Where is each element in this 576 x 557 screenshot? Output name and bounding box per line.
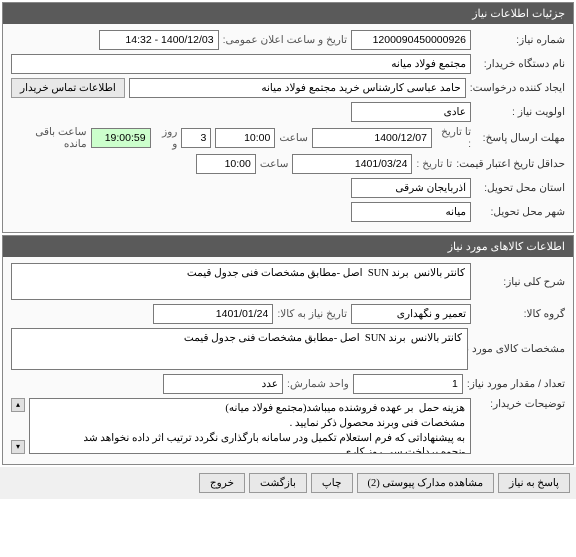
scroll-up-icon[interactable]: ▴: [11, 398, 25, 412]
label-city: شهر محل تحویل:: [475, 206, 565, 218]
label-specs: مشخصات کالای مورد نیاز:: [472, 343, 565, 355]
attachments-button[interactable]: مشاهده مدارک پیوستی (2): [357, 473, 495, 493]
label-need-date: تاریخ نیاز به کالا:: [277, 308, 347, 320]
row-buyer: نام دستگاه خریدار:: [11, 54, 565, 74]
label-days: روز و: [155, 126, 178, 150]
field-need-no[interactable]: [351, 30, 471, 50]
field-specs[interactable]: [11, 328, 468, 370]
need-details-panel: جزئیات اطلاعات نیاز شماره نیاز: تاریخ و …: [2, 2, 574, 233]
label-notes: توضیحات خریدار:: [475, 398, 565, 454]
label-time: ساعت: [279, 132, 308, 144]
row-specs: مشخصات کالای مورد نیاز:: [11, 328, 565, 370]
panel2-header: اطلاعات کالاهای مورد نیاز: [3, 236, 573, 257]
panel1-body: شماره نیاز: تاریخ و ساعت اعلان عمومی: نا…: [3, 24, 573, 232]
row-priority: اولویت نیاز :: [11, 102, 565, 122]
label-announce: تاریخ و ساعت اعلان عمومی:: [223, 34, 347, 46]
row-city: شهر محل تحویل:: [11, 202, 565, 222]
exit-button[interactable]: خروج: [199, 473, 245, 493]
field-notes[interactable]: [29, 398, 471, 454]
panel1-header: جزئیات اطلاعات نیاز: [3, 3, 573, 24]
field-announce[interactable]: [99, 30, 219, 50]
label-province: استان محل تحویل:: [475, 182, 565, 194]
back-button[interactable]: بازگشت: [249, 473, 307, 493]
row-province: استان محل تحویل:: [11, 178, 565, 198]
row-group: گروه کالا: تاریخ نیاز به کالا:: [11, 304, 565, 324]
panel2-body: شرح کلی نیاز: گروه کالا: تاریخ نیاز به ک…: [3, 257, 573, 464]
label-summary: شرح کلی نیاز:: [475, 276, 565, 288]
label-priority: اولویت نیاز :: [475, 106, 565, 118]
row-requester: ایجاد کننده درخواست: اطلاعات تماس خریدار: [11, 78, 565, 98]
field-qty[interactable]: [353, 374, 463, 394]
row-notes: توضیحات خریدار: ▴ ▾: [11, 398, 565, 454]
scroll-down-icon[interactable]: ▾: [11, 440, 25, 454]
label-requester: ایجاد کننده درخواست:: [470, 82, 565, 94]
row-need-no: شماره نیاز: تاریخ و ساعت اعلان عمومی:: [11, 30, 565, 50]
field-priority[interactable]: [351, 102, 471, 122]
field-need-date[interactable]: [153, 304, 273, 324]
label-buyer: نام دستگاه خریدار:: [475, 58, 565, 70]
field-buyer[interactable]: [11, 54, 471, 74]
field-validity-time[interactable]: [196, 154, 256, 174]
field-province[interactable]: [351, 178, 471, 198]
notes-scrollbar[interactable]: ▴ ▾: [11, 398, 25, 454]
field-validity-date[interactable]: [292, 154, 412, 174]
row-qty: تعداد / مقدار مورد نیاز: واحد شمارش:: [11, 374, 565, 394]
field-days[interactable]: [181, 128, 211, 148]
label-deadline: مهلت ارسال پاسخ:: [475, 132, 565, 144]
respond-button[interactable]: پاسخ به نیاز: [498, 473, 570, 493]
print-button[interactable]: چاپ: [311, 473, 353, 493]
field-deadline-time[interactable]: [215, 128, 275, 148]
label-need-no: شماره نیاز:: [475, 34, 565, 46]
row-validity: حداقل تاریخ اعتبار قیمت: تا تاریخ : ساعت: [11, 154, 565, 174]
label-remaining: ساعت باقی مانده: [11, 126, 87, 150]
field-summary[interactable]: [11, 263, 471, 300]
label-qty: تعداد / مقدار مورد نیاز:: [467, 378, 565, 390]
label-unit: واحد شمارش:: [287, 378, 349, 390]
field-requester[interactable]: [129, 78, 466, 98]
label-validity-to: تا تاریخ :: [416, 158, 452, 170]
label-to-date: تا تاریخ :: [436, 126, 471, 150]
field-unit[interactable]: [163, 374, 283, 394]
field-city[interactable]: [351, 202, 471, 222]
label-validity-time: ساعت: [260, 158, 289, 170]
need-items-panel: اطلاعات کالاهای مورد نیاز شرح کلی نیاز: …: [2, 235, 574, 465]
row-deadline: مهلت ارسال پاسخ: تا تاریخ : ساعت روز و س…: [11, 126, 565, 150]
row-summary: شرح کلی نیاز:: [11, 263, 565, 300]
label-validity: حداقل تاریخ اعتبار قیمت:: [456, 158, 565, 170]
field-deadline-date[interactable]: [312, 128, 432, 148]
field-remaining: [91, 128, 151, 148]
buyer-contact-button[interactable]: اطلاعات تماس خریدار: [11, 78, 125, 98]
footer: پاسخ به نیاز مشاهده مدارک پیوستی (2) چاپ…: [0, 467, 576, 499]
field-group[interactable]: [351, 304, 471, 324]
label-group: گروه کالا:: [475, 308, 565, 320]
